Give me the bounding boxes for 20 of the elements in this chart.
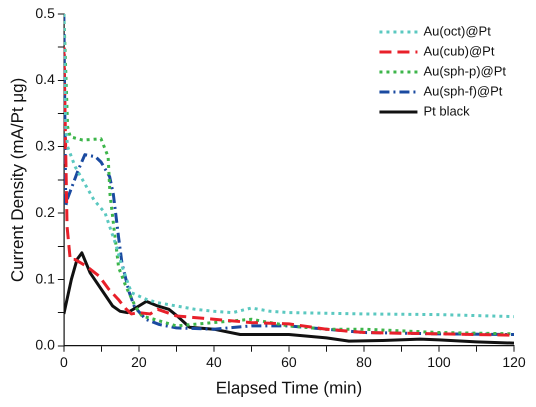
legend-label: Au(oct)@Pt [423,24,492,39]
x-tick-label: 120 [502,354,526,370]
y-tick-label: 0.5 [35,4,56,21]
x-tick-label: 60 [281,354,297,370]
y-tick-label: 0.4 [35,71,56,88]
legend-label: Au(cub)@Pt [423,44,495,59]
x-axis-title: Elapsed Time (min) [216,378,362,398]
legend-label: Pt black [423,104,470,119]
x-tick-label: 20 [131,354,147,370]
y-tick-label: 0.3 [35,138,56,154]
y-tick-label: 0.2 [35,204,56,220]
x-tick-label: 100 [427,354,451,370]
legend-label: Au(sph-p)@Pt [423,64,506,79]
y-axis-title: Current Density (mA/Pt μg) [8,78,27,282]
x-tick-label: 0 [60,354,68,370]
x-tick-label: 80 [356,354,372,370]
y-tick-label: 0.0 [35,336,56,353]
legend-label: Au(sph-f)@Pt [423,84,503,99]
x-tick-label: 40 [206,354,222,370]
y-tick-label: 0.1 [35,270,56,286]
